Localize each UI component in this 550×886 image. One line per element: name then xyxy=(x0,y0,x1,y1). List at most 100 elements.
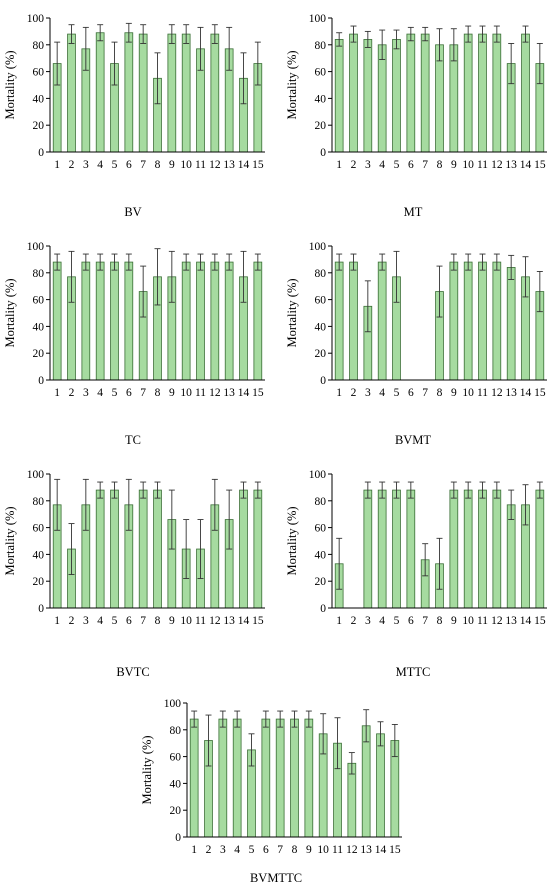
y-tick-label: 40 xyxy=(33,93,45,105)
x-tick-label: 10 xyxy=(317,844,329,856)
bar xyxy=(224,261,234,381)
y-tick-label: 0 xyxy=(38,603,44,615)
chart-caption: BVMTTC xyxy=(250,871,302,885)
x-tick-label: 14 xyxy=(375,844,387,856)
bar xyxy=(492,489,502,609)
y-tick-label: 80 xyxy=(33,268,45,280)
x-tick-label: 14 xyxy=(238,615,250,627)
x-tick-label: 8 xyxy=(437,159,443,171)
x-tick-label: 3 xyxy=(365,387,371,399)
chart-panel: 1 2 3 4 5 6 7 8 9 10 11 12 13 14 15020406080100Mortali… xyxy=(285,469,547,679)
x-tick-label: 4 xyxy=(379,615,385,627)
x-tick-label: 12 xyxy=(491,387,503,399)
y-tick-label: 20 xyxy=(170,805,182,817)
x-tick-label: 7 xyxy=(422,615,428,627)
y-axis-title: Mortality (%) xyxy=(3,50,17,119)
x-tick-label: 6 xyxy=(126,159,132,171)
x-tick-label: 9 xyxy=(451,615,457,627)
y-tick-label: 0 xyxy=(320,603,326,615)
bar xyxy=(478,261,487,381)
x-tick-label: 9 xyxy=(451,387,457,399)
y-tick-label: 80 xyxy=(33,496,45,508)
bar xyxy=(261,718,271,838)
x-tick-label: 8 xyxy=(292,844,298,856)
x-tick-label: 9 xyxy=(169,615,175,627)
x-tick-label: 6 xyxy=(263,844,269,856)
y-tick-label: 40 xyxy=(33,549,45,561)
x-tick-label: 15 xyxy=(389,844,401,856)
y-tick-label: 20 xyxy=(33,576,45,588)
y-tick-label: 60 xyxy=(33,523,45,535)
bar xyxy=(110,489,119,609)
x-tick-label: 8 xyxy=(155,387,161,399)
bar xyxy=(376,733,385,838)
bar xyxy=(218,718,228,838)
y-tick-label: 20 xyxy=(33,348,45,360)
y-tick-label: 20 xyxy=(315,348,327,360)
x-tick-label: 1 xyxy=(336,387,342,399)
x-tick-label: 6 xyxy=(408,615,414,627)
x-tick-label: 10 xyxy=(462,159,474,171)
y-axis-title: Mortality (%) xyxy=(3,506,17,575)
x-tick-label: 2 xyxy=(69,387,75,399)
bar xyxy=(449,489,459,609)
x-tick-label: 6 xyxy=(126,387,132,399)
y-tick-label: 40 xyxy=(315,549,327,561)
x-tick-label: 10 xyxy=(180,159,192,171)
x-tick-label: 11 xyxy=(195,615,206,627)
x-tick-label: 10 xyxy=(462,387,474,399)
bar xyxy=(290,718,299,838)
x-tick-label: 15 xyxy=(534,615,546,627)
y-tick-label: 100 xyxy=(309,241,327,253)
x-tick-label: 8 xyxy=(155,615,161,627)
y-tick-label: 0 xyxy=(320,375,326,387)
y-tick-label: 100 xyxy=(309,13,327,25)
bar xyxy=(210,261,220,381)
y-tick-label: 60 xyxy=(33,67,45,79)
bar xyxy=(349,33,358,153)
y-tick-label: 60 xyxy=(315,295,327,307)
x-tick-label: 2 xyxy=(69,159,75,171)
bar xyxy=(478,489,487,609)
x-tick-label: 3 xyxy=(365,159,371,171)
y-tick-label: 100 xyxy=(27,13,45,25)
x-tick-label: 11 xyxy=(477,387,488,399)
x-tick-label: 11 xyxy=(477,159,488,171)
x-tick-label: 11 xyxy=(195,159,206,171)
chart-caption: TC xyxy=(125,433,141,447)
y-tick-label: 80 xyxy=(315,40,327,52)
x-tick-label: 13 xyxy=(505,387,517,399)
x-tick-label: 14 xyxy=(238,159,250,171)
x-tick-label: 15 xyxy=(252,159,264,171)
x-tick-label: 8 xyxy=(155,159,161,171)
x-tick-label: 11 xyxy=(332,844,343,856)
x-tick-label: 9 xyxy=(451,159,457,171)
x-tick-label: 13 xyxy=(505,615,517,627)
bar xyxy=(189,718,199,838)
chart-panel: 1 2 3 4 5 6 7 8 9 10 11 12 13 14 15020406080100Mortali… xyxy=(3,13,265,219)
x-tick-label: 2 xyxy=(69,615,75,627)
y-tick-label: 80 xyxy=(315,268,327,280)
x-tick-label: 4 xyxy=(379,387,385,399)
bar xyxy=(334,39,344,153)
chart-panel: 1 2 3 4 5 6 7 8 9 10 11 12 13 14 15020406080100Mortali… xyxy=(140,698,402,885)
y-tick-label: 40 xyxy=(33,321,45,333)
bar xyxy=(521,33,530,153)
x-tick-label: 1 xyxy=(54,615,60,627)
y-tick-label: 60 xyxy=(33,295,45,307)
bar xyxy=(392,489,401,609)
x-tick-label: 12 xyxy=(209,387,221,399)
y-axis-title: Mortality (%) xyxy=(285,50,299,119)
chart-caption: BVMT xyxy=(395,433,431,447)
x-tick-label: 4 xyxy=(97,615,103,627)
x-tick-label: 8 xyxy=(437,387,443,399)
bar xyxy=(506,504,516,609)
bar xyxy=(253,261,263,381)
x-tick-label: 3 xyxy=(83,159,89,171)
x-tick-label: 15 xyxy=(534,387,546,399)
x-tick-label: 7 xyxy=(140,159,146,171)
x-tick-label: 9 xyxy=(169,387,175,399)
x-tick-label: 13 xyxy=(223,615,235,627)
y-tick-label: 40 xyxy=(315,93,327,105)
